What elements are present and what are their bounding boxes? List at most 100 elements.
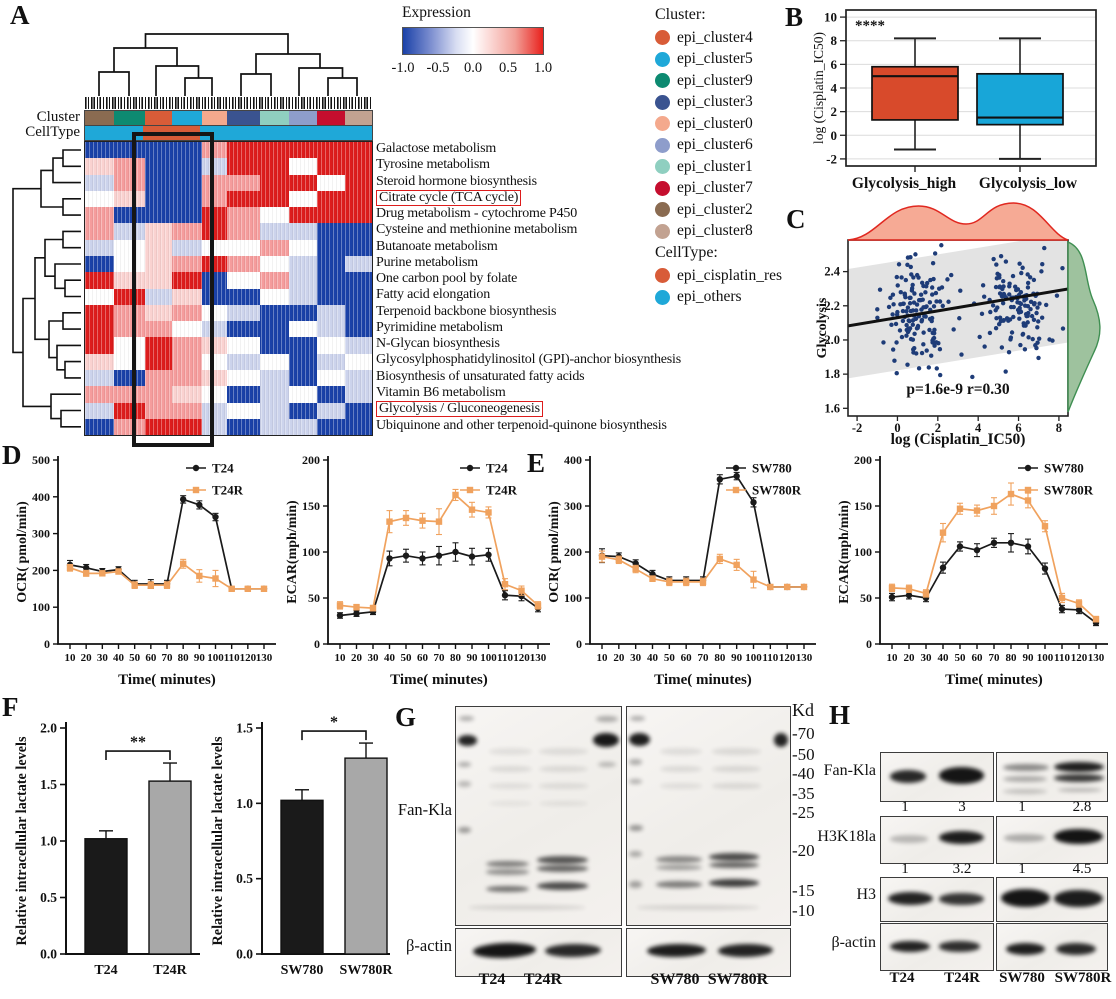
heatmap-row: [85, 353, 372, 370]
legend-item: epi_cluster3: [655, 92, 840, 114]
western-blot-fankla-t24: [455, 706, 622, 926]
svg-text:****: ****: [855, 18, 885, 34]
svg-text:90: 90: [194, 652, 206, 664]
heatmap-cell: [317, 158, 345, 175]
expression-legend-title: Expression: [402, 4, 471, 21]
svg-text:110: 110: [1054, 652, 1070, 664]
heatmap-cell: [202, 418, 227, 436]
blot-bactin-t24: [880, 923, 994, 971]
blot-band: [457, 761, 471, 767]
svg-text:SW780: SW780: [1044, 461, 1084, 476]
blot-band: [711, 765, 761, 773]
blot-band: [459, 715, 475, 722]
heatmap-cell: [114, 353, 145, 370]
heatmap-cell: [145, 207, 172, 224]
blot-band: [1057, 787, 1102, 793]
panel-g-label: G: [395, 702, 417, 732]
svg-text:1.8: 1.8: [824, 367, 840, 381]
svg-text:0: 0: [866, 637, 872, 651]
bar-chart-lactate-sw780: 0.0 0.5 1.0 1.5 SW780 SW780R * Relative intrace…: [210, 714, 393, 978]
heatmap-cell: [202, 386, 227, 403]
svg-text:120: 120: [779, 652, 796, 664]
legend-swatch-icon: [655, 223, 670, 239]
heatmap-cell: [345, 255, 372, 273]
legend-item-label: epi_others: [677, 288, 742, 306]
svg-text:300: 300: [564, 499, 582, 513]
svg-text:90: 90: [1023, 652, 1035, 664]
heatmap-cell: [114, 288, 145, 305]
svg-text:OCR( pmol/min): OCR( pmol/min): [15, 501, 30, 603]
heatmap-row: [85, 386, 372, 403]
pathway-label: Steroid hormone biosynthesis: [376, 173, 537, 189]
heatmap-cell: [145, 353, 172, 370]
heatmap-cell: [114, 223, 145, 240]
blot-band: [469, 905, 585, 910]
blot-h3-t24: [880, 877, 994, 922]
h-quant-value: 2.8: [1072, 799, 1092, 815]
heatmap-cell: [289, 402, 317, 419]
svg-text:70: 70: [434, 652, 446, 664]
heatmap-cell: [289, 288, 317, 305]
svg-text:30: 30: [368, 652, 380, 664]
svg-text:*: *: [330, 714, 338, 731]
cluster-row-label: Cluster: [36, 109, 80, 125]
legend-item-label: epi_cluster0: [677, 114, 753, 132]
blot-band: [536, 882, 588, 891]
svg-text:T24: T24: [212, 461, 234, 476]
svg-text:-2: -2: [826, 151, 837, 166]
heatmap-row: [85, 418, 372, 436]
svg-text:150: 150: [854, 499, 872, 513]
pathway-label-list: Galactose metabolism Tyrosine metabolism S…: [376, 141, 681, 434]
svg-text:Time( minutes): Time( minutes): [118, 672, 216, 688]
heatmap-cell: [172, 239, 202, 256]
pathway-label: Galactose metabolism: [376, 141, 497, 156]
svg-text:110: 110: [497, 652, 513, 664]
heatmap-cell: [114, 272, 145, 289]
pathway-label: Glycosylphosphatidylinositol (GPI)-ancho…: [376, 352, 681, 368]
blot-band: [939, 830, 985, 844]
blot-band: [538, 783, 588, 789]
heatmap-row: [85, 239, 372, 256]
heatmap-cell: [145, 321, 172, 338]
svg-text:40: 40: [938, 652, 950, 664]
svg-text:60: 60: [972, 652, 984, 664]
heatmap-cell: [227, 353, 260, 370]
svg-text:**: **: [130, 734, 146, 751]
svg-text:130: 130: [256, 652, 273, 664]
boxplot-cisplatin-ic50: 10 8 6 4 2 0 -2 **** Glycolysis_high Glycolysis_l…: [811, 9, 1097, 192]
heatmap-cell: [172, 142, 202, 159]
svg-text:30: 30: [97, 652, 109, 664]
blot-band: [628, 824, 644, 832]
heatmap-cell: [345, 288, 372, 305]
heatmap-cell: [345, 402, 372, 419]
heatmap-cell: [289, 190, 317, 208]
heatmap-row: [85, 142, 372, 159]
svg-text:1.5: 1.5: [236, 721, 253, 736]
svg-text:20: 20: [613, 652, 625, 664]
heatmap-cell: [260, 223, 289, 240]
blot-band: [773, 733, 789, 748]
svg-text:2: 2: [831, 104, 838, 119]
heatmap-cell: [260, 337, 289, 354]
heatmap-cell: [114, 142, 145, 159]
heatmap-cell: [260, 207, 289, 224]
heatmap-cell: [202, 272, 227, 289]
heatmap-cell: [317, 174, 345, 191]
svg-text:T24: T24: [486, 461, 508, 476]
svg-text:0: 0: [831, 128, 838, 143]
heatmap-cell: [227, 321, 260, 338]
blot-band: [708, 861, 760, 869]
g-lane-label: T24R: [523, 971, 563, 988]
heatmap-cell: [289, 207, 317, 224]
svg-text:130: 130: [1088, 652, 1105, 664]
svg-text:40: 40: [647, 652, 659, 664]
heatmap-cell: [114, 239, 145, 256]
svg-text:80: 80: [714, 652, 726, 664]
legend-item: epi_cisplatin_res: [655, 265, 840, 287]
blot-band: [646, 943, 706, 958]
heatmap-cell: [202, 174, 227, 191]
heatmap-cell: [85, 353, 114, 370]
heatmap-cell: [227, 369, 260, 387]
